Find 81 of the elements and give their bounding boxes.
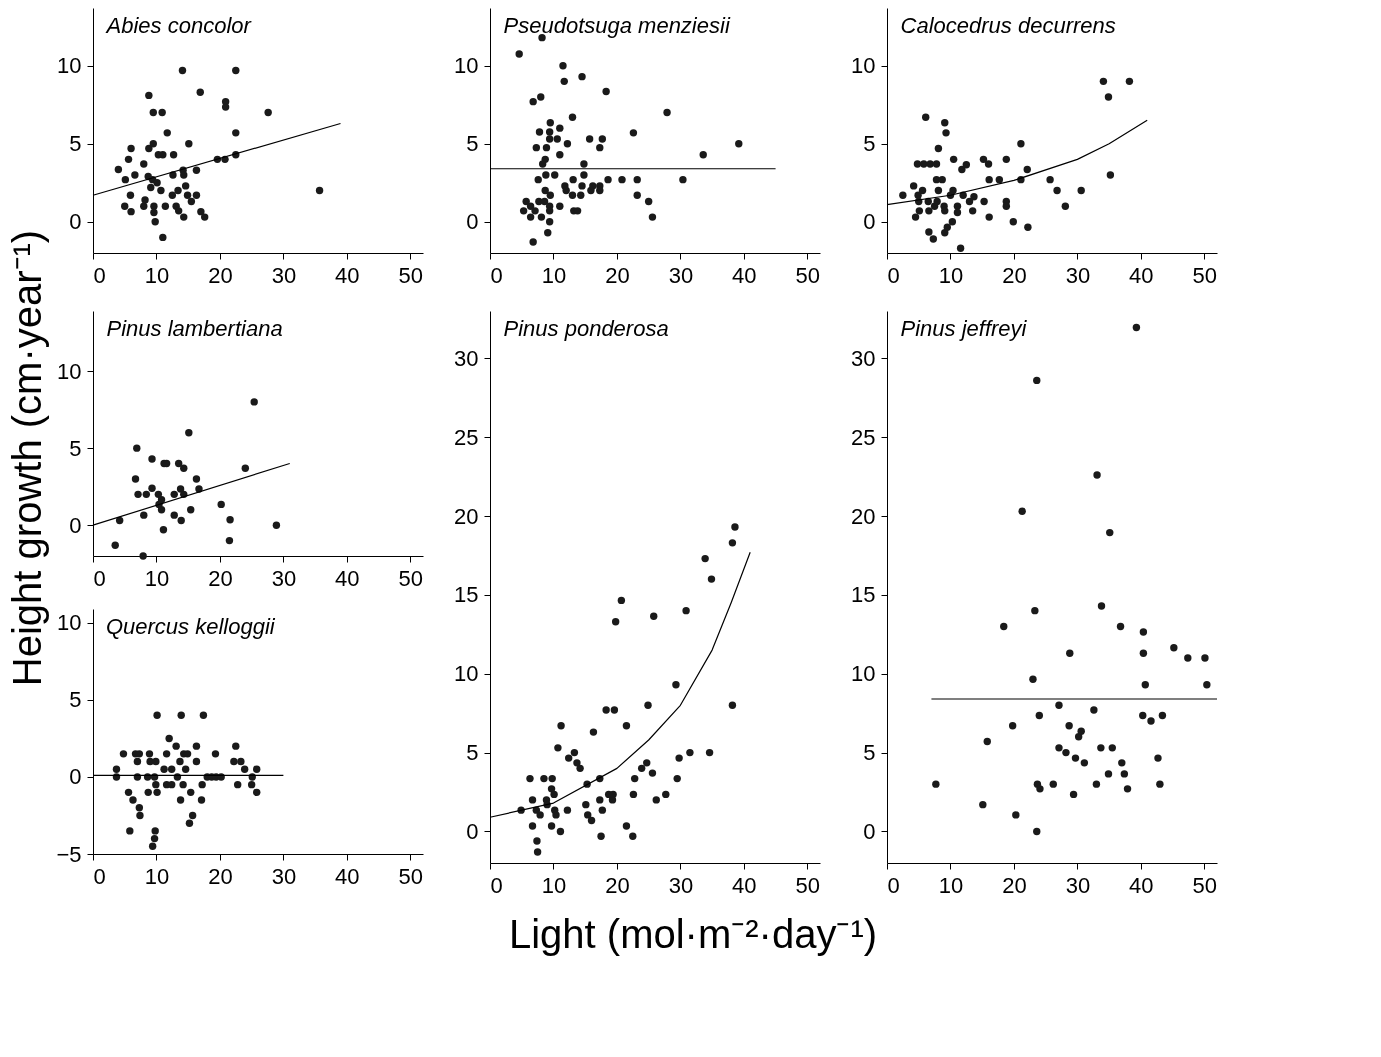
x-tick-label: 0 [93, 565, 106, 591]
y-tick-label: 15 [851, 582, 876, 608]
x-tick-label: 40 [335, 262, 360, 288]
x-tick-label: 30 [1065, 872, 1091, 898]
x-tick-label: 20 [605, 262, 630, 288]
x-tick-label: 10 [541, 872, 567, 898]
x-tick-label: 50 [795, 872, 821, 898]
x-tick-label: 20 [605, 872, 630, 898]
y-tick-label: 10 [57, 53, 82, 79]
x-tick-label: 10 [144, 262, 170, 288]
x-tick-label: 30 [668, 262, 694, 288]
y-tick-label: 0 [466, 818, 479, 844]
x-tick-label: 40 [1129, 262, 1154, 288]
x-tick-label: 30 [271, 863, 297, 889]
y-tick-label: 15 [454, 582, 479, 608]
y-tick-label: 0 [863, 818, 876, 844]
x-tick-label: 0 [887, 262, 900, 288]
x-tick-label: 30 [271, 262, 297, 288]
x-tick-label: 20 [208, 262, 233, 288]
x-tick-label: 50 [398, 565, 424, 591]
y-tick-label: 5 [69, 131, 82, 157]
x-tick-label: 10 [938, 262, 964, 288]
y-tick-label: 20 [454, 503, 479, 529]
x-tick-label: 10 [541, 262, 567, 288]
x-tick-label: 10 [938, 872, 964, 898]
chart-title: Pinus jeffreyi [900, 316, 1028, 341]
chart-title: Quercus kelloggii [105, 614, 276, 639]
x-tick-label: 20 [1002, 872, 1027, 898]
x-tick-label: 40 [335, 863, 360, 889]
y-tick-label: 0 [466, 209, 479, 235]
x-tick-label: 40 [335, 565, 360, 591]
y-tick-label: 25 [851, 424, 876, 450]
x-tick-label: 50 [1192, 262, 1218, 288]
chart-title: Pinus ponderosa [503, 316, 669, 341]
y-tick-label: 5 [863, 131, 876, 157]
y-tick-label: 5 [466, 740, 479, 766]
x-tick-label: 50 [795, 262, 821, 288]
x-tick-label: 0 [490, 872, 503, 898]
x-tick-label: 20 [208, 863, 233, 889]
y-tick-label: 30 [851, 345, 876, 371]
x-tick-label: 20 [1002, 262, 1027, 288]
y-tick-label: 5 [863, 740, 876, 766]
x-tick-label: 40 [732, 262, 757, 288]
y-axis-title: Height growth (cm·year⁻¹) [5, 229, 49, 687]
x-tick-label: 50 [398, 863, 424, 889]
y-tick-label: 5 [466, 131, 479, 157]
x-tick-label: 50 [1192, 872, 1218, 898]
x-tick-label: 0 [93, 262, 106, 288]
x-tick-label: 0 [887, 872, 900, 898]
chart-title: Calocedrus decurrens [900, 13, 1116, 38]
y-tick-label: 0 [69, 209, 82, 235]
y-tick-label: 10 [454, 661, 479, 687]
y-tick-label: 5 [69, 435, 82, 461]
chart-title: Abies concolor [104, 13, 253, 38]
x-tick-label: 10 [144, 565, 170, 591]
x-tick-label: 30 [668, 872, 694, 898]
x-tick-label: 40 [732, 872, 757, 898]
y-tick-label: 0 [863, 209, 876, 235]
chart-title: Pseudotsuga menziesii [503, 13, 731, 38]
y-tick-label: 30 [454, 345, 479, 371]
x-tick-label: 20 [208, 565, 233, 591]
x-tick-label: 50 [398, 262, 424, 288]
y-tick-label: 0 [69, 764, 82, 790]
y-tick-label: 10 [851, 661, 876, 687]
x-tick-label: 10 [144, 863, 170, 889]
y-tick-label: 20 [851, 503, 876, 529]
y-tick-label: 0 [69, 512, 82, 538]
y-tick-label: −5 [56, 841, 82, 867]
y-tick-label: 10 [57, 610, 82, 636]
y-tick-label: 25 [454, 424, 479, 450]
y-tick-label: 10 [851, 53, 876, 79]
y-tick-label: 5 [69, 687, 82, 713]
chart-title: Pinus lambertiana [106, 316, 283, 341]
x-tick-label: 30 [1065, 262, 1091, 288]
x-tick-label: 0 [93, 863, 106, 889]
x-tick-label: 0 [490, 262, 503, 288]
x-tick-label: 30 [271, 565, 297, 591]
x-tick-label: 40 [1129, 872, 1154, 898]
y-tick-label: 10 [454, 53, 479, 79]
x-axis-title: Light (mol·m⁻²·day⁻¹) [508, 912, 878, 956]
y-tick-label: 10 [57, 358, 82, 384]
